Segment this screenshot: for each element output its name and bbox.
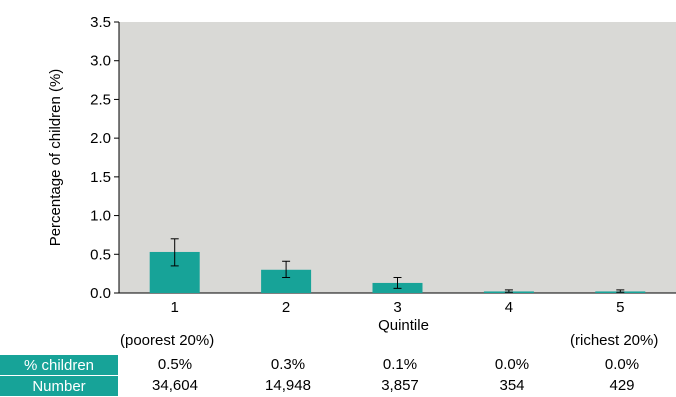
y-tick-label: 0.0 (90, 285, 111, 302)
richest-quintile-note: (richest 20%) (570, 332, 659, 349)
table-cell: 354 (499, 377, 525, 394)
x-tick-label: 2 (282, 299, 290, 316)
x-tick-label: 4 (505, 299, 513, 316)
y-tick-label: 3.5 (90, 14, 111, 31)
table-cell: 0.0% (604, 356, 640, 373)
table-cell: 429 (609, 377, 635, 394)
table-cell: 0.3% (270, 356, 306, 373)
bar (261, 269, 312, 293)
y-axis: 0.0 0.5 1.0 1.5 2.0 2.5 3.0 3.5 (90, 14, 120, 302)
poorest-quintile-note: (poorest 20%) (120, 332, 215, 349)
x-tick-label: 1 (171, 299, 179, 316)
plot-area (119, 22, 676, 293)
table-cell: 0.0% (494, 356, 530, 373)
table-cell: 3,857 (381, 377, 419, 394)
y-tick-label: 3.0 (90, 53, 111, 70)
y-tick-label: 2.5 (90, 91, 111, 108)
table-row-number: Number 34,604 14,948 3,857 354 429 (0, 376, 676, 396)
y-tick-label: 1.5 (90, 169, 111, 186)
row-header-percent: % children (0, 355, 118, 375)
row-header-number: Number (0, 376, 118, 396)
x-axis: 1 2 3 4 5 (119, 292, 676, 316)
x-tick-label: 5 (616, 299, 624, 316)
x-axis-title: Quintile (378, 317, 429, 334)
y-axis-title: Percentage of children (%) (47, 69, 64, 247)
error-bars-group (170, 238, 625, 293)
table-cell: 34,604 (152, 377, 198, 394)
table-cell: 0.1% (382, 356, 418, 373)
y-tick-label: 1.0 (90, 208, 111, 225)
x-tick-label: 3 (393, 299, 401, 316)
table-row-percent: % children 0.5% 0.3% 0.1% 0.0% 0.0% (0, 355, 676, 375)
y-tick-label: 2.0 (90, 130, 111, 147)
y-tick-label: 0.5 (90, 246, 111, 263)
table-cell: 14,948 (265, 377, 311, 394)
table-cell: 0.5% (157, 356, 193, 373)
